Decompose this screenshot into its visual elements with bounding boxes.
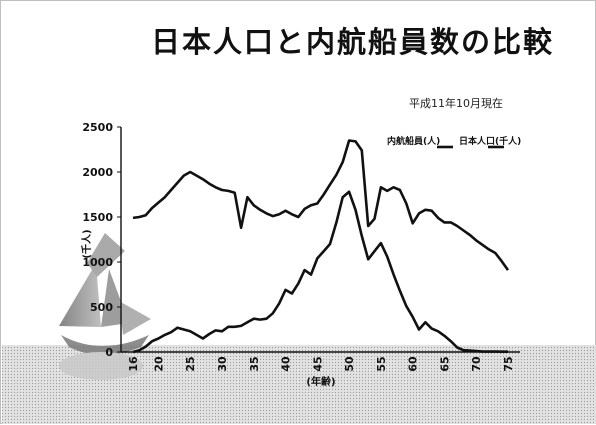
x-tick-label: 55: [375, 356, 388, 371]
legend-label-population: 日本人口(千人): [459, 135, 521, 147]
y-axis-label: (千人): [80, 229, 93, 258]
sailboat-icon: [59, 233, 151, 380]
y-tick-label: 2500: [82, 121, 113, 134]
x-tick-label: 16: [127, 356, 140, 372]
x-tick-label: 65: [438, 356, 451, 371]
series-line-crew: [132, 190, 508, 354]
series-line-population: [132, 139, 510, 271]
x-tick-label: 60: [407, 356, 420, 372]
y-tick-label: 1000: [82, 256, 113, 269]
x-axis-label: (年齢): [306, 375, 335, 388]
x-tick-label: 30: [216, 356, 229, 372]
y-tick-label: 1500: [82, 211, 113, 224]
x-tick-label: 75: [502, 356, 515, 371]
x-tick-label: 50: [343, 356, 356, 372]
y-axis-ticks: 0 500 1000 1500 2000 2500: [82, 121, 121, 359]
x-tick-label: 20: [152, 356, 165, 372]
x-tick-label: 45: [311, 356, 324, 371]
x-tick-label: 25: [184, 356, 197, 371]
y-tick-label: 2000: [82, 166, 113, 179]
chart-subtitle: 平成11年10月現在: [409, 97, 503, 110]
x-tick-label: 40: [280, 356, 293, 372]
legend-label-crew: 内航船員(人): [387, 135, 440, 147]
slide-title: 日本人口と内航船員数の比較: [151, 25, 555, 59]
y-tick-label: 500: [90, 301, 113, 314]
legend: 内航船員(人) 日本人口(千人): [387, 135, 521, 149]
series-layer: [132, 139, 510, 354]
y-tick-label: 0: [105, 346, 113, 359]
x-tick-label: 70: [470, 356, 483, 372]
x-tick-label: 35: [248, 356, 261, 371]
x-axis-ticks: 16 20 25 30 35 40 45 50 55 60 65 70 75: [127, 356, 515, 372]
